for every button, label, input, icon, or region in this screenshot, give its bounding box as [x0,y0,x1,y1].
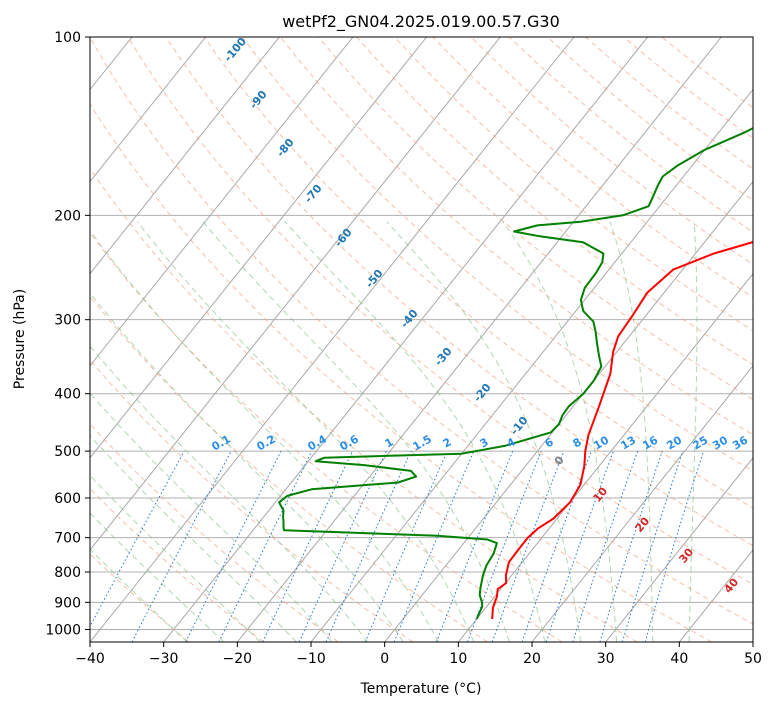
y-tick-label: 200 [54,208,81,224]
moist-adiabat-line [90,392,333,642]
mixing-ratio-line [599,450,663,642]
mixing-ratio-line [90,450,185,628]
isotherm-line [0,37,58,642]
x-axis-label: Temperature (°C) [360,681,482,697]
moist-adiabat-line [609,221,654,642]
moist-adiabat-line [90,435,297,642]
x-tick-label: −30 [149,651,179,667]
mixing-ratio-line [644,450,705,642]
moist-adiabat-line [136,221,475,642]
dewpoint-profile-line [278,127,753,620]
moist-adiabat-line [502,221,618,642]
y-tick-label: 100 [54,30,81,46]
isotherm-line [236,37,722,642]
x-tick-label: 0 [380,651,389,667]
mixing-ratio-line [572,450,639,642]
dry-adiabat-line [90,167,638,642]
dry-adiabat-line [318,37,753,401]
dry-adiabat-line [90,103,712,642]
y-tick-label: 900 [54,595,81,611]
x-tick-label: 40 [670,651,688,667]
chart-title: wetPf2_GN04.2025.019.00.57.G30 [282,12,560,32]
moist-adiabat-line [90,474,261,642]
isotherm-line [90,37,280,275]
mixing-ratio-line [393,450,475,642]
dry-adiabat-line [165,37,753,547]
isotherm-line [90,37,575,642]
isotherm-line [457,272,753,642]
isotherm-line [605,457,753,642]
x-tick-label: 20 [523,651,541,667]
y-tick-label: 600 [54,491,81,507]
isotherm-line [90,37,354,367]
mixing-ratio-line [435,450,514,642]
dry-adiabat-line [90,487,264,642]
mixing-ratio-line [364,450,448,642]
moist-adiabat-line [90,229,439,642]
dry-adiabat-line [90,37,753,625]
dry-adiabat-line [90,295,488,642]
x-tick-label: 30 [597,651,615,667]
dry-adiabat-line [127,37,753,586]
mixing-ratio-line [325,450,412,642]
isotherm-line [163,37,649,642]
dry-adiabat-line [90,553,190,642]
moist-adiabat-line [688,221,698,642]
plot-frame [89,36,754,643]
x-tick-label: −20 [223,651,253,667]
isotherm-line [90,37,501,551]
moist-adiabat-line [284,221,546,642]
dry-adiabat-line [279,37,753,436]
y-tick-label: 1000 [45,622,81,638]
moist-adiabat-line [90,512,225,642]
mixing-ratio-line [621,450,684,642]
y-axis-label: Pressure (hPa) [12,289,28,389]
moist-adiabat-line [90,548,188,642]
mixing-ratio-line [491,450,565,642]
y-tick-label: 700 [54,531,81,547]
x-tick-label: −40 [75,651,105,667]
axis-layer: −40 −30 −20 −10 0 10 20 30 40 50 100 200 300 400 500 60… [45,30,762,667]
mixing-ratio-line [545,450,614,642]
isotherm-line [531,364,753,642]
moist-adiabat-line [202,221,510,642]
isotherm-line [384,180,753,642]
dry-adiabat-line [394,37,753,332]
data-layer [278,127,753,620]
isotherm-line [90,37,428,459]
dry-adiabat-line [203,37,753,509]
x-tick-label: 10 [449,651,467,667]
x-tick-label: 50 [744,651,762,667]
y-tick-label: 500 [54,444,81,460]
moist-adiabat-line [386,221,582,642]
x-tick-label: −10 [296,651,326,667]
y-tick-label: 400 [54,387,81,403]
isotherm-line [752,641,753,642]
moist-adiabat-line [90,345,369,642]
isotherm-line [90,37,207,183]
dry-adiabat-line [90,359,414,642]
plot-background [90,37,753,642]
y-tick-label: 800 [54,565,81,581]
mixing-ratio-line [185,450,282,642]
y-tick-label: 300 [54,313,81,329]
grid-layer [0,37,753,642]
moist-adiabat-line [90,292,404,642]
temperature-profile-line [491,240,753,619]
